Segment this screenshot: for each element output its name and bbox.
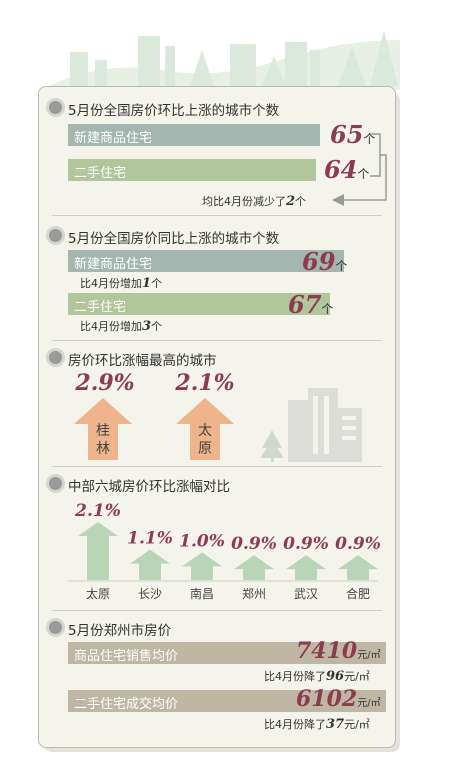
- city-name-0: 太原: [86, 586, 110, 601]
- section2-new-note: 比4月份增加1个: [80, 276, 163, 291]
- city-arrow-2: [182, 552, 222, 580]
- section1-bar-new-label: 新建商品住宅: [74, 131, 153, 146]
- city-name-3: 郑州: [242, 586, 266, 601]
- buildings-illustration: [260, 388, 362, 462]
- section3-title: 房价环比涨幅最高的城市: [68, 353, 217, 369]
- section5-resale-note: 比4月份降了37元/㎡: [264, 717, 370, 732]
- section2-resale-value: 67个: [288, 290, 334, 319]
- section1-bar-new: [68, 124, 320, 146]
- top-city-1-arrow: [74, 398, 132, 460]
- section2-bar-new: [68, 250, 344, 272]
- city-value-label-3: 0.9%: [231, 534, 277, 554]
- city-value-label-2: 1.0%: [179, 531, 225, 551]
- section1-bullet: [46, 98, 65, 117]
- section2-bar-resale: [68, 293, 330, 315]
- divider-3: [52, 466, 382, 467]
- city-arrow-4: [286, 555, 326, 580]
- city-value-label-4: 0.9%: [283, 534, 329, 554]
- city-arrow-0: [78, 522, 118, 580]
- section2-bar-resale-label: 二手住宅: [74, 300, 127, 315]
- section4-title: 中部六城房价环比涨幅对比: [68, 479, 230, 495]
- city-arrow-5: [338, 555, 378, 580]
- section5-new-value: 7410元/㎡: [296, 638, 381, 664]
- top-city-1-name: 桂林: [96, 423, 110, 457]
- section1-bar-resale-label: 二手住宅: [74, 166, 127, 181]
- section5-resale-value: 6102元/㎡: [296, 686, 381, 712]
- section1-new-value: 65个: [330, 120, 376, 149]
- section2-new-value: 69个: [302, 247, 348, 276]
- divider-1: [52, 215, 382, 216]
- city-name-4: 武汉: [294, 587, 318, 601]
- section5-title: 5月份郑州市房价: [68, 623, 172, 639]
- section5-bar-new-label: 商品住宅销售均价: [74, 649, 179, 664]
- section5-bar-new: [68, 642, 386, 664]
- section2-bar-new-label: 新建商品住宅: [74, 257, 153, 272]
- skyline-decoration: [40, 30, 400, 90]
- top-city-2-name: 太原: [198, 423, 212, 457]
- section3-bullet: [46, 348, 65, 367]
- section5-bar-resale: [68, 690, 386, 712]
- divider-4: [52, 610, 382, 611]
- divider-2: [52, 340, 382, 341]
- city-name-1: 长沙: [138, 587, 162, 601]
- section5-bullet: [46, 618, 65, 637]
- section4-bullet: [46, 474, 65, 493]
- section5-bar-resale-label: 二手住宅成交均价: [74, 697, 179, 712]
- section2-resale-note: 比4月份增加3个: [80, 319, 163, 334]
- city-arrow-1: [130, 549, 170, 580]
- city-value-label-5: 0.9%: [335, 534, 380, 554]
- top-city-2-arrow: [176, 398, 234, 460]
- city-name-5: 合肥: [346, 586, 370, 601]
- city-arrow-3: [234, 555, 274, 580]
- section5-new-note: 比4月份降了96元/㎡: [264, 669, 370, 684]
- section1-note: 均比4月份减少了2个: [202, 194, 307, 209]
- section1-bar-resale: [68, 159, 316, 181]
- top-city-2-value: 2.1%: [175, 370, 235, 396]
- section1-title: 5月份全国房价环比上涨的城市个数: [68, 103, 280, 119]
- six-city-chart: 2.1% 太原 1.1% 长沙 1.0% 南昌 0.9% 郑州 0.9% 武汉 0.9% 合肥: [68, 501, 380, 601]
- section2-title: 5月份全国房价同比上涨的城市个数: [68, 231, 280, 247]
- city-value-label-1: 1.1%: [127, 529, 173, 549]
- section2-bullet: [46, 226, 65, 245]
- city-value-label-0: 2.1%: [74, 501, 121, 521]
- top-city-1-value: 2.9%: [75, 370, 135, 396]
- bracket-arrow: [332, 133, 387, 206]
- section1-resale-value: 64个: [324, 155, 370, 184]
- city-name-2: 南昌: [190, 586, 214, 601]
